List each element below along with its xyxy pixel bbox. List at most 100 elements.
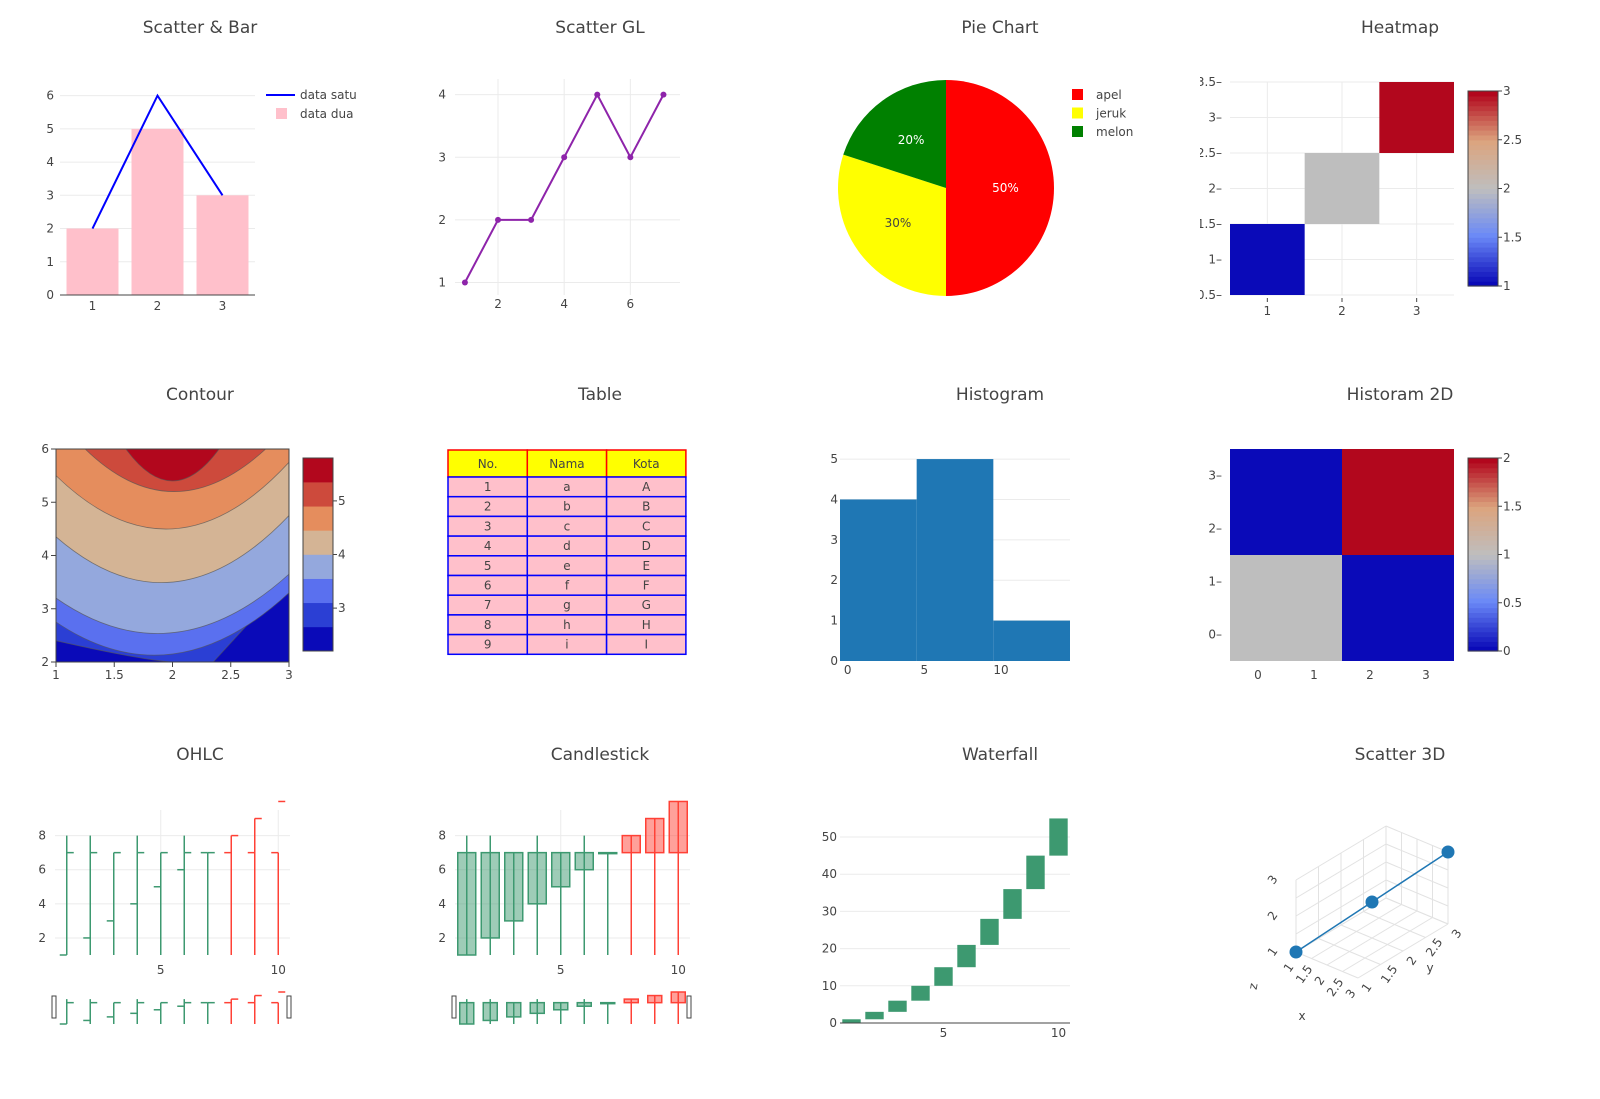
legend-label: jeruk (1095, 107, 1126, 121)
y-tick-label: 2– (1208, 182, 1222, 196)
table-cell-text: F (643, 579, 650, 593)
colorbar-segment (1468, 110, 1498, 116)
colorbar-segment (1468, 242, 1498, 248)
x-tick-label: 2 (1312, 974, 1328, 988)
x-tick-label: 3 (219, 299, 227, 313)
histogram-bar (993, 620, 1070, 661)
panel-waterfall: Waterfall 0 10 20 30 40 50 5 10 (800, 730, 1200, 1095)
table-cell-text: 7 (484, 598, 492, 612)
y-tick-label: 2 (438, 213, 446, 227)
colorbar-segment (1468, 559, 1498, 565)
y-tick-label: 3– (1208, 469, 1222, 483)
range-slider-candle-body (459, 1001, 475, 1025)
colorbar-segment (1468, 540, 1498, 546)
y-tick-label: 3 (438, 150, 446, 164)
y-tick-label: 8 (38, 829, 46, 843)
x-tick-label: 10 (993, 663, 1008, 677)
y-tick-label: 4 (438, 88, 446, 102)
range-slider-candle-body (553, 1001, 569, 1011)
chart-title: Histogram (955, 385, 1045, 405)
colorbar-segment (1468, 612, 1498, 618)
colorbar-segment (1468, 144, 1498, 151)
range-slider-handle (51, 995, 57, 1019)
y-tick-label: 2– (1208, 522, 1222, 536)
panel-scatter-gl: Scatter GL 1 2 3 4 2 4 6 (400, 0, 800, 365)
histogram-2d-cell (1230, 555, 1342, 661)
colorbar-segment (1468, 597, 1498, 604)
colorbar-segment (1468, 617, 1498, 623)
colorbar-segment (1468, 530, 1498, 536)
colorbar-segment (1468, 173, 1498, 180)
colorbar-segment (1468, 271, 1498, 277)
table-cell-text: D (642, 539, 651, 553)
colorbar-segment (1468, 139, 1498, 146)
waterfall-bar (842, 1019, 861, 1023)
ohlc-chart: 2 4 6 8 5 10 (38, 800, 292, 1025)
legend-label: melon (1096, 125, 1133, 139)
histogram-bar (840, 499, 917, 661)
candle-body (551, 851, 571, 888)
bar-data-dua (196, 195, 249, 295)
colorbar-segment (1468, 578, 1498, 585)
colorbar-segment (303, 458, 333, 483)
y-tick-label: 2 (41, 655, 49, 669)
colorbar-segment (1468, 482, 1498, 488)
colorbar-segment (303, 506, 333, 531)
grid-back (1295, 861, 1387, 917)
histogram-bar (916, 459, 994, 661)
grid-floor (1363, 911, 1426, 938)
series-point (627, 154, 634, 161)
x-tick-label: 0 (844, 663, 852, 677)
range-slider-candle-body (670, 991, 686, 1004)
series-point (461, 279, 468, 286)
table-cell-text: 9 (484, 638, 492, 652)
colorbar-segment (1468, 544, 1498, 551)
colorbar-segment (1468, 164, 1498, 170)
y-tick-label: 1– (1208, 575, 1222, 589)
x-tick-label: 4 (560, 297, 568, 311)
y-tick-label: 5 (830, 452, 838, 466)
waterfall-bar (888, 1000, 907, 1012)
colorbar-segment (1468, 535, 1498, 541)
colorbar-segment (1468, 622, 1498, 628)
y-tick-label: 3 (46, 188, 54, 202)
y-tick-label: 4 (41, 549, 49, 563)
range-slider-handle (451, 995, 457, 1019)
table-cell-text: h (563, 618, 571, 632)
colorbar-tick-label: 2.5 (1503, 133, 1522, 147)
y-tick-label: 0.5– (1200, 288, 1222, 302)
series-point (495, 216, 502, 223)
table-cell-text: 6 (484, 579, 492, 593)
x-tick-label: 3 (1422, 668, 1430, 682)
table-cell-text: A (642, 480, 651, 494)
x-tick-label: 2.5 (1324, 975, 1346, 999)
scatter3d-point (1289, 945, 1303, 959)
colorbar-segment (1468, 462, 1498, 469)
candle-body (527, 851, 547, 905)
colorbar-segment (1468, 125, 1498, 131)
colorbar-segment (1468, 641, 1498, 647)
waterfall-bar (1049, 818, 1068, 856)
colorbar-tick-label: 0 (1503, 644, 1511, 658)
colorbar-segment (1468, 511, 1498, 517)
chart-title: Scatter & Bar (142, 18, 258, 38)
colorbar-segment (1468, 91, 1498, 97)
colorbar-segment (1468, 501, 1498, 507)
colorbar-segment (1468, 636, 1498, 642)
colorbar-segment (1468, 266, 1498, 272)
colorbar-tick-label: 1 (1503, 548, 1511, 562)
colorbar-segment (1468, 159, 1498, 165)
table-cell-text: G (642, 598, 651, 612)
table-cell-text: 3 (484, 519, 492, 533)
legend-swatch (1072, 89, 1083, 100)
table-cell-text: 2 (484, 500, 492, 514)
panel-pie: Pie Chart 50% 30% 20% apel jeruk melon (800, 0, 1200, 365)
colorbar-tick-label: 2 (1503, 451, 1511, 465)
table-cell-text: a (563, 480, 570, 494)
x-tick-label: 10 (1051, 1026, 1066, 1040)
x-tick-label: 1.5 (1293, 962, 1315, 986)
panel-contour: Contour 2 3 4 5 6 1 1.5 2 2.5 3 3 4 5 (0, 365, 400, 730)
grid-side (1385, 825, 1449, 853)
colorbar-segment (1468, 212, 1498, 219)
grid-back (1295, 843, 1387, 899)
